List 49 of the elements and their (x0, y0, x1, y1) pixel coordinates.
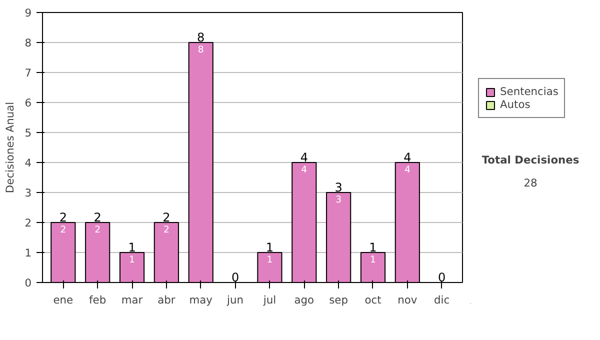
y-axis-title: Decisiones Anual (4, 102, 17, 194)
x-tick-label: jun (226, 294, 244, 306)
legend-label: Sentencias (500, 85, 558, 98)
legend-label: Autos (500, 98, 530, 111)
y-tick-label: 2 (24, 216, 32, 230)
x-tick-label: oct (364, 294, 382, 306)
data-label: 2 (60, 224, 66, 236)
y-tick-label: 6 (24, 96, 32, 110)
total-label: 4 (300, 150, 308, 164)
data-label: 1 (129, 254, 136, 266)
x-tick-label: mar (121, 294, 144, 306)
x-tick-label: dic (434, 294, 450, 306)
x-tick-label: ene (53, 294, 74, 306)
y-tick-label: 3 (24, 186, 32, 200)
total-label: 2 (94, 210, 102, 224)
x-tick-label: nov (398, 294, 418, 306)
total-label: 1 (266, 240, 274, 254)
data-label: 2 (163, 224, 170, 236)
total-label: 8 (197, 30, 205, 44)
x-tick-label: abr (158, 294, 176, 306)
total-label: 0 (231, 270, 240, 284)
x-tick-label: feb (89, 294, 106, 306)
x-tick-label: ago (294, 294, 314, 306)
data-label: 4 (301, 164, 308, 176)
data-label: 8 (198, 44, 204, 56)
y-tick-label: 0 (24, 276, 32, 290)
text: Total Decisiones (482, 154, 580, 167)
x-tick-label: jul (262, 294, 276, 306)
data-label: 4 (404, 164, 410, 176)
total-label: 0 (438, 270, 446, 284)
total-label: 2 (162, 210, 170, 224)
y-tick-label: 7 (24, 66, 32, 80)
total-label: 1 (369, 240, 377, 254)
y-tick-label: 1 (24, 246, 32, 260)
total-label: 2 (59, 210, 67, 224)
data-label: 1 (370, 254, 376, 266)
text: 28 (524, 176, 538, 190)
x-tick-label: sep (329, 294, 348, 306)
y-tick-label: 8 (24, 36, 32, 50)
total-label: 4 (404, 150, 412, 164)
y-tick-label: 5 (24, 126, 32, 140)
x-tick-label: may (189, 294, 212, 306)
total-label: 3 (334, 180, 342, 194)
data-label: 3 (336, 194, 342, 206)
y-tick-label: 9 (24, 6, 32, 20)
y-tick-label: 4 (24, 156, 32, 170)
total-label: 1 (128, 240, 136, 254)
data-label: 1 (266, 254, 273, 266)
data-label: 2 (94, 224, 101, 236)
